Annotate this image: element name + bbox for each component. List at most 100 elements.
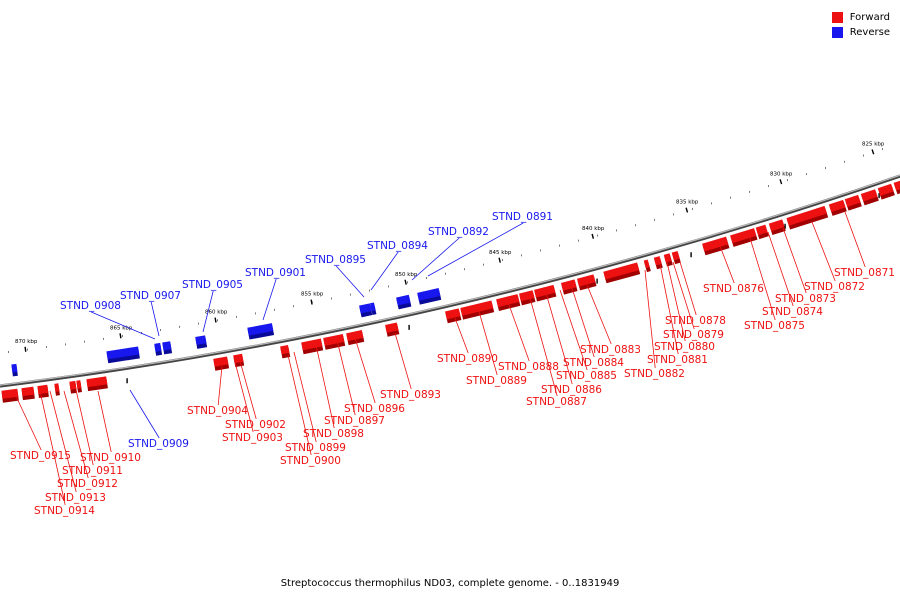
leader-line	[570, 284, 595, 358]
forward-gene-block	[844, 194, 862, 211]
leader-line	[545, 292, 573, 385]
forward-gene-block	[37, 384, 49, 399]
leader-line	[679, 261, 697, 316]
gene-label: STND_0882	[624, 368, 685, 380]
leader-line	[202, 290, 214, 333]
major-tick	[779, 179, 783, 185]
minor-tick	[122, 335, 123, 338]
reverse-gene-block	[247, 323, 275, 340]
gene-block-face	[417, 288, 441, 301]
tick-label: 855 kbp	[301, 292, 324, 298]
inner-tick	[126, 378, 128, 384]
gene-label: STND_0894	[367, 240, 428, 252]
minor-tick	[844, 160, 845, 163]
gene-label: STND_0873	[775, 293, 836, 305]
leader-line	[454, 317, 469, 354]
minor-tick	[825, 166, 826, 169]
gene-block-face	[828, 199, 846, 213]
leader-line	[559, 289, 588, 371]
minor-tick	[65, 343, 66, 346]
minor-tick	[711, 202, 712, 205]
forward-gene-block	[301, 338, 324, 355]
gene-label: STND_0903	[222, 432, 283, 444]
forward-gene-block	[518, 290, 536, 306]
minor-tick	[198, 322, 199, 325]
leader-line	[354, 337, 376, 404]
tick-label: 870 kbp	[15, 339, 38, 345]
gene-block-face	[233, 353, 244, 364]
tick-label: 865 kbp	[110, 325, 133, 331]
leader-line	[411, 237, 460, 281]
gene-block-face	[643, 259, 650, 269]
gene-block-face	[877, 183, 894, 196]
inner-tick	[408, 324, 410, 330]
gene-label: STND_0915	[10, 450, 71, 462]
minor-tick	[483, 263, 484, 266]
minor-tick	[806, 173, 807, 176]
gene-label: STND_0899	[285, 442, 346, 454]
forward-gene-block	[560, 279, 578, 295]
leader-line	[63, 390, 89, 479]
gene-block-face	[844, 194, 861, 207]
gene-label: STND_0889	[466, 375, 527, 387]
gene-block-face	[534, 284, 556, 298]
gene-label: STND_0880	[654, 341, 715, 353]
reverse-gene-block	[369, 302, 377, 316]
minor-tick	[426, 277, 427, 280]
gene-block-face	[106, 346, 140, 360]
leader-line	[584, 279, 612, 345]
gene-label: STND_0908	[60, 300, 121, 312]
minor-tick	[312, 301, 313, 304]
reverse-swatch	[831, 27, 843, 38]
minor-tick	[388, 285, 389, 288]
forward-gene-block	[76, 380, 82, 393]
gene-block-face	[518, 290, 535, 302]
gene-label: STND_0910	[80, 452, 141, 464]
forward-gene-block	[323, 334, 346, 350]
legend: Forward Reverse	[831, 10, 890, 40]
gene-label: STND_0876	[703, 283, 764, 295]
gene-label: STND_0875	[744, 320, 805, 332]
gene-label: STND_0909	[128, 438, 189, 450]
gene-label: STND_0893	[380, 389, 441, 401]
minor-tick	[502, 259, 503, 262]
minor-tick	[768, 185, 769, 188]
gene-label: STND_0892	[428, 226, 489, 238]
forward-gene-block	[893, 180, 900, 195]
tick-label: 845 kbp	[489, 250, 512, 256]
leader-line	[811, 221, 836, 282]
gene-label: STND_0905	[182, 279, 243, 291]
reverse-gene-block	[162, 341, 173, 355]
reverse-gene-block	[195, 335, 208, 349]
leader-line	[336, 339, 356, 416]
major-tick	[591, 233, 595, 239]
reverse-gene-block	[417, 288, 442, 305]
minor-tick	[350, 293, 351, 296]
leader-line	[315, 344, 335, 429]
leader-line	[75, 389, 94, 466]
minor-tick	[578, 239, 579, 242]
gene-block-face	[280, 345, 290, 355]
forward-gene-block	[663, 253, 673, 267]
gene-block-face	[730, 228, 757, 244]
gene-label: STND_0890	[437, 353, 498, 365]
leader-line	[97, 390, 112, 453]
minor-tick	[84, 340, 85, 343]
minor-tick	[540, 249, 541, 252]
gene-label: STND_0901	[245, 267, 306, 279]
gene-block-face	[702, 236, 729, 252]
leader-line	[217, 365, 223, 406]
minor-tick	[616, 229, 617, 232]
inner-tick	[784, 223, 786, 229]
gene-block-face	[496, 294, 520, 308]
major-tick	[24, 346, 27, 352]
minor-tick	[217, 319, 218, 322]
minor-tick	[160, 328, 161, 331]
gene-label: STND_0902	[225, 419, 286, 431]
minor-tick	[274, 308, 275, 311]
minor-tick	[787, 179, 788, 182]
gene-block-face	[460, 300, 494, 316]
minor-tick	[255, 312, 256, 315]
